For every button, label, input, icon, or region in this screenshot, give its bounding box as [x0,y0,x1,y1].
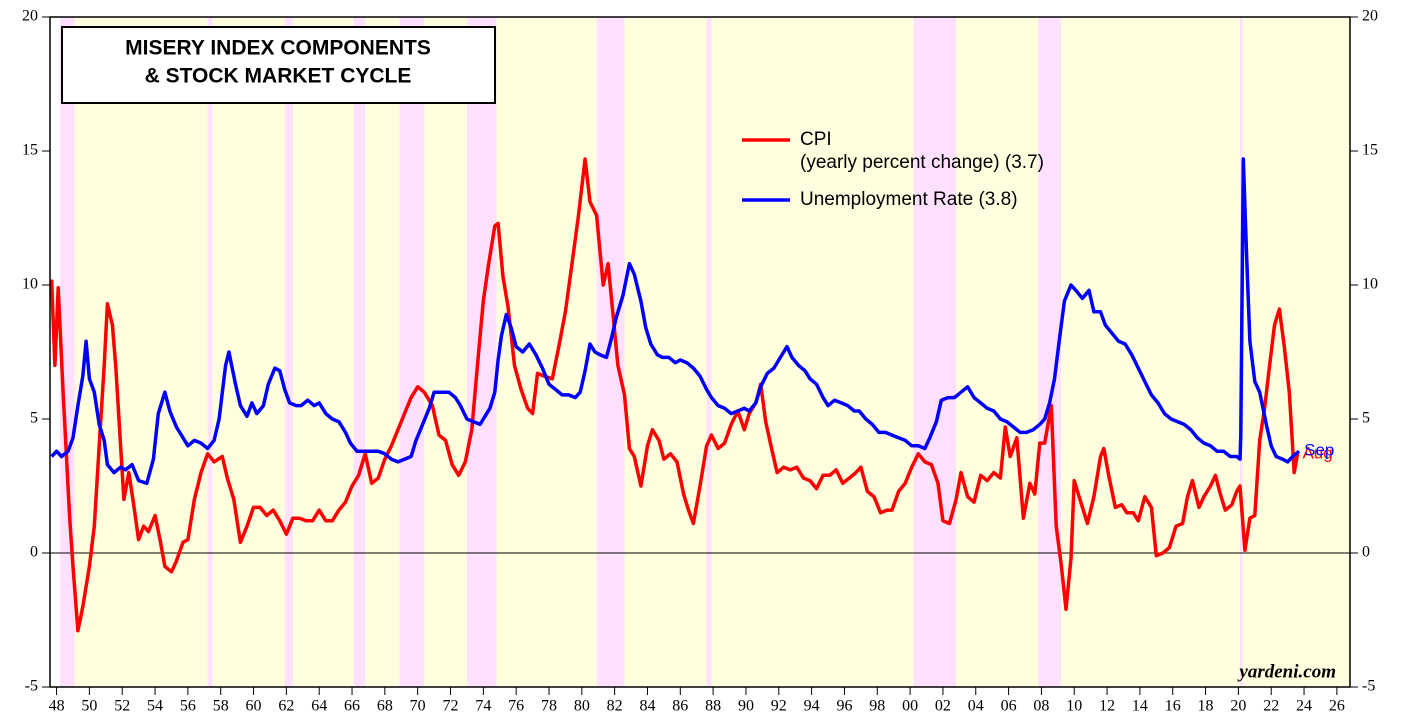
x-tick-label: 06 [1001,698,1017,715]
chart-title: MISERY INDEX COMPONENTS [125,37,431,60]
x-tick-label: 84 [639,698,655,715]
x-tick-label: 94 [804,698,820,715]
x-tick-label: 98 [869,698,885,715]
x-tick-label: 04 [968,698,984,715]
end-label: Sep [1304,441,1334,460]
x-tick-label: 50 [81,698,97,715]
x-tick-label: 58 [213,698,229,715]
x-tick-label: 70 [410,698,426,715]
x-tick-label: 14 [1132,698,1148,715]
bear-market [913,17,957,687]
plot-frame [49,16,1351,688]
x-tick-label: 48 [49,698,65,715]
x-tick-label: 22 [1263,698,1279,715]
x-tick-label: 86 [672,698,688,715]
x-tick-label: 82 [607,698,623,715]
legend-label: Unemployment Rate (3.8) [800,189,1018,210]
y-tick-label: 20 [22,8,38,25]
bull-market [59,17,1350,687]
x-tick-label: 64 [311,698,327,715]
x-tick-label: 02 [935,698,951,715]
x-tick-label: 90 [738,698,754,715]
x-tick-label: 26 [1329,698,1345,715]
y2-tick-label: -5 [1362,678,1375,695]
x-tick-label: 68 [377,698,393,715]
x-tick-label: 72 [443,698,459,715]
x-tick-label: 78 [541,698,557,715]
x-tick-label: 74 [475,698,491,715]
series-line [50,157,1301,486]
x-tick-label: 54 [147,698,163,715]
y-tick-label: 5 [30,410,38,427]
x-tick-label: 10 [1066,698,1082,715]
series-line [49,157,1300,633]
bear-market [207,17,213,687]
x-tick-label: 60 [246,698,262,715]
legend-label: CPI [800,129,832,150]
x-tick-label: 00 [902,698,918,715]
x-tick-label: 18 [1198,698,1214,715]
y-tick-label: -5 [25,678,38,695]
legend-note: (yearly percent change) (3.7) [800,152,1044,173]
x-tick-label: 16 [1165,698,1181,715]
x-tick-label: 52 [114,698,130,715]
y2-tick-label: 10 [1362,276,1378,293]
x-tick-label: 66 [344,698,360,715]
y2-tick-label: 15 [1362,142,1378,159]
y2-tick-label: 20 [1362,8,1378,25]
lines-layer [49,157,1301,633]
y-tick-label: 15 [22,142,38,159]
x-tick-label: 88 [705,698,721,715]
x-tick-label: 62 [278,698,294,715]
end-label: Aug [1302,443,1332,462]
bear-market [706,17,712,687]
x-tick-label: 80 [574,698,590,715]
x-tick-label: 20 [1230,698,1246,715]
chart-title: & STOCK MARKET CYCLE [145,65,412,88]
x-tick-label: 76 [508,698,524,715]
bear-market [399,17,425,687]
title-box [61,26,496,104]
bear-market [284,17,293,687]
bear-market [353,17,366,687]
y2-tick-label: 5 [1362,410,1370,427]
x-tick-label: 92 [771,698,787,715]
y-tick-label: 0 [30,544,38,561]
x-tick-label: 08 [1033,698,1049,715]
bear-market [466,17,497,687]
x-tick-label: 56 [180,698,196,715]
y-tick-label: 10 [22,276,38,293]
source: yardeni.com [1237,661,1336,682]
background-layer [50,17,1350,687]
x-tick-label: 24 [1296,698,1312,715]
x-tick-label: 96 [836,698,852,715]
x-tick-label: 12 [1099,698,1115,715]
y2-tick-label: 0 [1362,544,1370,561]
bear-market [596,17,625,687]
